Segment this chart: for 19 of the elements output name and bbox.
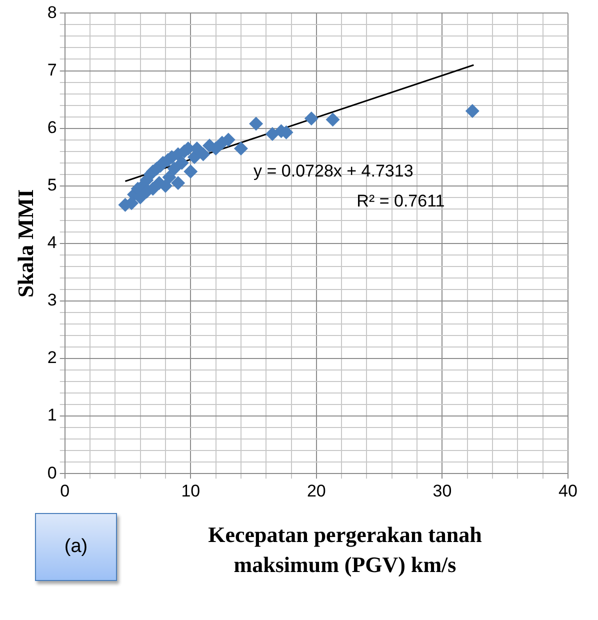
- x-tick-label: 30: [432, 481, 452, 500]
- x-tick-label: 10: [181, 481, 200, 500]
- x-axis-title: Kecepatan pergerakan tanah maksimum (PGV) km/s: [207, 521, 483, 579]
- x-tick-label: 0: [60, 481, 70, 500]
- x-tick-label: 40: [558, 481, 578, 500]
- y-tick-label: 4: [47, 233, 57, 252]
- text: (a): [35, 513, 117, 581]
- y-tick-label: 8: [47, 2, 57, 22]
- annotation: y = 0.0728x + 4.7313: [254, 162, 414, 181]
- annotation: R² = 0.7611: [356, 192, 445, 211]
- x-tick-label: 20: [306, 481, 326, 500]
- y-tick-label: 0: [47, 463, 57, 482]
- y-tick-label: 3: [47, 290, 57, 310]
- y-axis-title: Skala MMI: [12, 189, 38, 298]
- y-tick-label: 6: [47, 118, 57, 137]
- y-tick-label: 2: [47, 348, 57, 368]
- y-tick-label: 1: [47, 406, 57, 425]
- y-tick-label: 5: [47, 176, 57, 195]
- y-tick-label: 7: [47, 60, 57, 80]
